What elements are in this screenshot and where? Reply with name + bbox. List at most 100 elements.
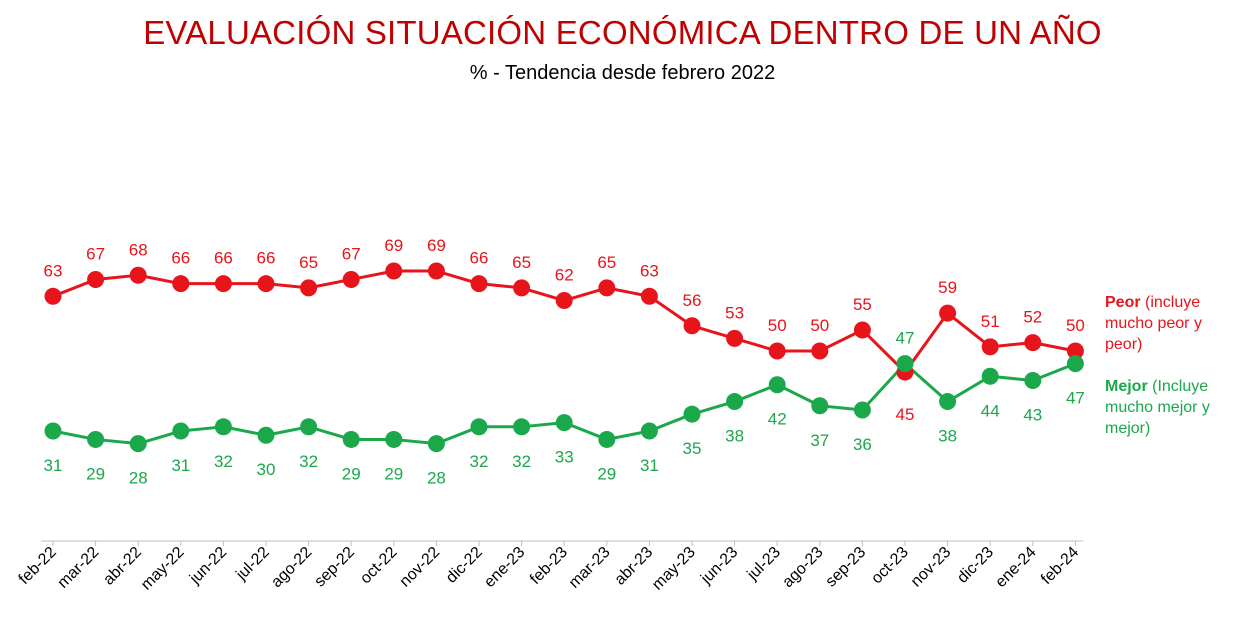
data-point-peor xyxy=(1066,342,1084,360)
data-label-peor: 59 xyxy=(938,278,957,297)
data-label-peor: 63 xyxy=(44,261,63,280)
data-label-peor: 53 xyxy=(725,303,744,322)
x-tick-label: jul-23 xyxy=(744,544,784,584)
series-line-peor xyxy=(52,269,1076,374)
data-point-peor xyxy=(257,275,275,293)
data-label-peor: 51 xyxy=(981,312,1000,331)
data-point-mejor xyxy=(172,422,190,440)
data-point-peor xyxy=(385,262,403,280)
legend-mejor-name: Mejor xyxy=(1105,378,1148,395)
data-label-mejor: 28 xyxy=(427,469,446,488)
data-label-peor: 50 xyxy=(810,316,829,335)
data-point-peor xyxy=(683,317,701,335)
data-point-peor xyxy=(214,275,232,293)
data-label-peor: 65 xyxy=(512,253,531,272)
data-label-peor: 55 xyxy=(853,295,872,314)
data-label-peor: 50 xyxy=(1066,316,1085,335)
data-point-mejor xyxy=(214,418,232,436)
x-tick-label: nov-23 xyxy=(908,544,955,591)
data-point-peor xyxy=(853,321,871,339)
legend-peor-name: Peor xyxy=(1105,294,1141,311)
data-label-peor: 65 xyxy=(597,253,616,272)
x-tick-label: may-23 xyxy=(649,544,699,594)
x-tick-label: ago-22 xyxy=(268,544,315,591)
x-tick-label: jun-23 xyxy=(697,544,741,588)
data-label-peor: 66 xyxy=(257,249,276,268)
data-point-mejor xyxy=(342,430,360,448)
x-tick-label: feb-23 xyxy=(527,544,571,588)
data-label-peor: 69 xyxy=(384,236,403,255)
x-tick-label: sep-23 xyxy=(823,544,870,591)
legend-mejor: Mejor (Incluye mucho mejor y mejor) xyxy=(1105,376,1243,439)
legend-mejor-desc: (Incluye mucho mejor y mejor) xyxy=(1105,378,1210,437)
x-tick-label: jul-22 xyxy=(232,544,272,584)
data-point-mejor xyxy=(768,376,786,394)
data-point-mejor xyxy=(470,418,488,436)
data-point-mejor xyxy=(44,422,62,440)
data-point-peor xyxy=(300,279,318,297)
data-label-mejor: 32 xyxy=(214,452,233,471)
data-label-mejor: 36 xyxy=(853,435,872,454)
data-label-mejor: 37 xyxy=(810,431,829,450)
data-label-mejor: 44 xyxy=(981,401,1000,420)
data-label-peor: 52 xyxy=(1023,308,1042,327)
data-point-mejor xyxy=(981,367,999,385)
data-point-peor xyxy=(1024,334,1042,352)
data-label-peor: 65 xyxy=(299,253,318,272)
data-label-mejor: 31 xyxy=(171,456,190,475)
data-label-peor: 66 xyxy=(470,249,489,268)
data-label-mejor: 32 xyxy=(470,452,489,471)
data-point-peor xyxy=(87,270,105,288)
data-label-mejor: 29 xyxy=(384,464,403,483)
data-point-peor xyxy=(172,275,190,293)
data-point-mejor xyxy=(726,393,744,411)
data-label-mejor: 31 xyxy=(44,456,63,475)
data-point-mejor xyxy=(939,393,957,411)
data-point-mejor xyxy=(87,430,105,448)
data-point-mejor xyxy=(300,418,318,436)
data-label-peor: 63 xyxy=(640,261,659,280)
x-tick-label: ene-23 xyxy=(481,544,528,591)
x-tick-label: sep-22 xyxy=(311,544,358,591)
x-tick-label: mar-23 xyxy=(566,544,614,592)
data-point-mejor xyxy=(1024,372,1042,389)
x-tick-label: dic-23 xyxy=(954,544,997,587)
data-point-peor xyxy=(44,287,62,305)
data-label-peor: 62 xyxy=(555,266,574,285)
x-tick-label: dic-22 xyxy=(443,544,486,587)
data-label-mejor: 29 xyxy=(342,464,361,483)
data-point-peor xyxy=(811,342,829,360)
data-label-peor: 67 xyxy=(342,244,361,263)
data-point-mejor xyxy=(896,355,914,373)
x-tick-label: feb-22 xyxy=(16,544,60,588)
data-label-mejor: 30 xyxy=(257,460,276,479)
data-point-peor xyxy=(939,304,957,322)
data-label-peor: 56 xyxy=(683,291,702,310)
data-point-mejor xyxy=(1066,355,1084,373)
data-label-mejor: 31 xyxy=(640,456,659,475)
data-point-mejor xyxy=(640,422,658,440)
data-label-mejor: 29 xyxy=(86,464,105,483)
data-label-mejor: 32 xyxy=(299,452,318,471)
legend-peor: Peor (incluye mucho peor y peor) xyxy=(1105,292,1243,355)
data-point-mejor xyxy=(555,414,573,432)
data-point-peor xyxy=(513,279,531,297)
data-point-mejor xyxy=(257,426,275,444)
data-point-peor xyxy=(342,270,360,288)
data-point-mejor xyxy=(598,430,616,448)
data-point-peor xyxy=(981,338,999,356)
data-point-peor xyxy=(470,275,488,293)
data-point-peor xyxy=(598,279,616,297)
data-point-mejor xyxy=(513,418,531,436)
data-point-peor xyxy=(427,262,445,280)
data-point-mejor xyxy=(129,435,147,453)
data-label-peor: 69 xyxy=(427,236,446,255)
data-label-mejor: 35 xyxy=(683,439,702,458)
x-tick-label: nov-22 xyxy=(397,544,444,591)
data-label-mejor: 47 xyxy=(896,329,915,348)
data-label-mejor: 47 xyxy=(1066,389,1085,408)
x-tick-label: ago-23 xyxy=(779,544,826,591)
data-label-peor: 66 xyxy=(171,249,190,268)
data-label-mejor: 32 xyxy=(512,452,531,471)
